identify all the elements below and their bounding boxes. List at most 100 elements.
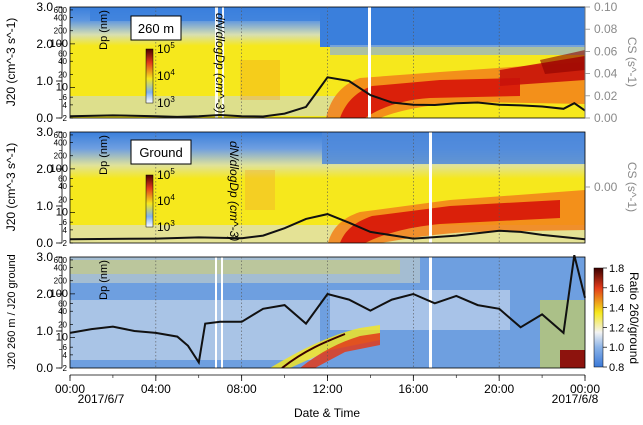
dp-tick-label: 600 [54,131,68,140]
ratio-cb-tick-label: 1.6 [609,283,624,295]
colorbar-260m: 103 104 105 [145,41,175,110]
x-tick-label: 12:00 [312,382,342,396]
colorbar-tick-label: 105 [157,167,175,182]
time-gridlines [155,7,500,368]
right-ylabel: CS (s^-1) [625,37,639,87]
colorbar-label: dN/dlogDp (cm^-3) [213,13,227,113]
dp-tick-label: 60 [58,50,67,59]
j20-ratio-line [69,254,586,366]
right-tick-label: 0.00 [594,111,618,125]
left-ylabel: J20 (cm^-3 s^-1) [4,143,18,232]
ratio-cb-tick-label: 1.2 [609,322,624,334]
left-tick-label: 2.0 [36,162,53,176]
dp-tick-label: 100 [50,163,68,175]
panel-ratio [69,256,586,369]
right-tick-label: 0.06 [594,44,618,58]
left-tick-label: 2.0 [36,287,53,301]
dp-tick-label: 60 [58,300,67,309]
dp-tick-label: 40 [58,307,67,316]
date-label-end: 2017/6/8 [552,392,599,406]
j20-260m-line [69,76,586,118]
left-tick-label: 1.0 [36,199,53,213]
x-tick-label: 20:00 [484,382,514,396]
dp-tick-label: 10 [56,82,68,94]
left-tick-label: 0.0 [36,111,53,125]
left-ylabel: J20 260 m / J20 ground [6,254,18,370]
left-ylabel: J20 (cm^-3 s^-1) [4,18,18,107]
left-tick-label: 3.0 [36,125,53,139]
dp-ylabel: Dp (nm) [98,10,110,50]
x-tick-label: 16:00 [398,382,428,396]
dp-tick-label: 20 [58,70,67,79]
panel-label-260m: 260 m [130,15,182,41]
dp-tick-label: 2 [63,114,68,123]
right-tick-label: 0.10 [594,0,618,14]
colorbar-tick-label: 104 [157,193,175,208]
left-tick-label: 1.0 [36,324,53,338]
dp-tick-label: 20 [58,195,67,204]
dp-tick-label: 200 [54,152,68,161]
dp-tick-label: 60 [58,175,67,184]
dp-tick-label: 400 [54,139,68,148]
dp-tick-label: 4 [63,351,68,360]
left-tick-label: 1.0 [36,74,53,88]
dp-tick-label: 6 [63,93,68,102]
dp-tick-label: 4 [63,226,68,235]
ratio-cb-tick-label: 0.8 [609,362,624,374]
left-tick-label: 0.0 [36,236,53,250]
panel-label-text: 260 m [138,21,174,36]
panel-label-text: Ground [139,145,182,160]
panel-label-ground: Ground [130,139,192,165]
dp-tick-label: 600 [54,256,68,265]
dp-tick-label: 40 [58,57,67,66]
left-tick-label: 3.0 [36,250,53,264]
colorbar-label: Ratio 260/ground [627,272,641,364]
colorbar-ground: 103 104 105 [145,167,175,234]
colorbar-tick-label: 103 [157,219,175,234]
dp-tick-label: 400 [54,14,68,23]
dp-tick-label: 200 [54,277,68,286]
ratio-cb-tick-label: 1.0 [609,342,624,354]
x-tick-label: 04:00 [141,382,171,396]
left-tick-label: 3.0 [36,0,53,14]
dp-tick-label: 100 [50,38,68,50]
colorbar-label: dN/dlogDp (cm^-3) [227,141,241,241]
x-tick-label: 00:00 [55,382,85,396]
colorbar-ratio: 0.8 1.0 1.2 1.4 1.6 1.8 Ratio 260/ground [593,263,641,374]
left-tick-label: 2.0 [36,37,53,51]
dp-tick-label: 40 [58,182,67,191]
colorbar-tick-label: 104 [157,68,175,83]
right-ylabel: CS (s^-1) [625,162,639,212]
x-axis: 00:00 04:00 08:00 12:00 16:00 20:00 00:00 [55,374,600,396]
colorbar-tick-label: 103 [157,95,175,110]
dp-tick-label: 6 [63,343,68,352]
dp-ylabel: Dp (nm) [98,135,110,175]
dp-tick-label: 2 [63,364,68,373]
dp-tick-label: 600 [54,6,68,15]
ratio-cb-tick-label: 1.8 [609,263,624,275]
dp-tick-label: 400 [54,264,68,273]
dp-ylabel: Dp (nm) [98,260,110,300]
right-tick-label: 0.02 [594,89,618,103]
x-axis-label: Date & Time [294,406,360,420]
right-tick-label: 0.04 [594,67,618,81]
dp-tick-label: 2 [63,239,68,248]
right-tick-label: 0.08 [594,22,618,36]
x-tick-label: 00:00 [570,382,600,396]
dp-tick-label: 20 [58,320,67,329]
dp-tick-label: 10 [56,332,68,344]
axes: 0.01.02.03.0246102040601002004006000.01.… [36,0,617,375]
dp-tick-label: 10 [56,207,68,219]
dp-tick-label: 4 [63,101,68,110]
dp-tick-label: 200 [54,27,68,36]
dp-tick-label: 6 [63,218,68,227]
ratio-cb-tick-label: 1.4 [609,303,624,315]
date-label-start: 2017/6/7 [78,392,125,406]
x-tick-label: 08:00 [227,382,257,396]
right-tick-label: 0.00 [594,180,618,194]
colorbar-tick-label: 105 [157,41,175,56]
j20-ground-line [69,213,586,241]
dp-tick-label: 100 [50,288,68,300]
left-tick-label: 0.0 [36,361,53,375]
